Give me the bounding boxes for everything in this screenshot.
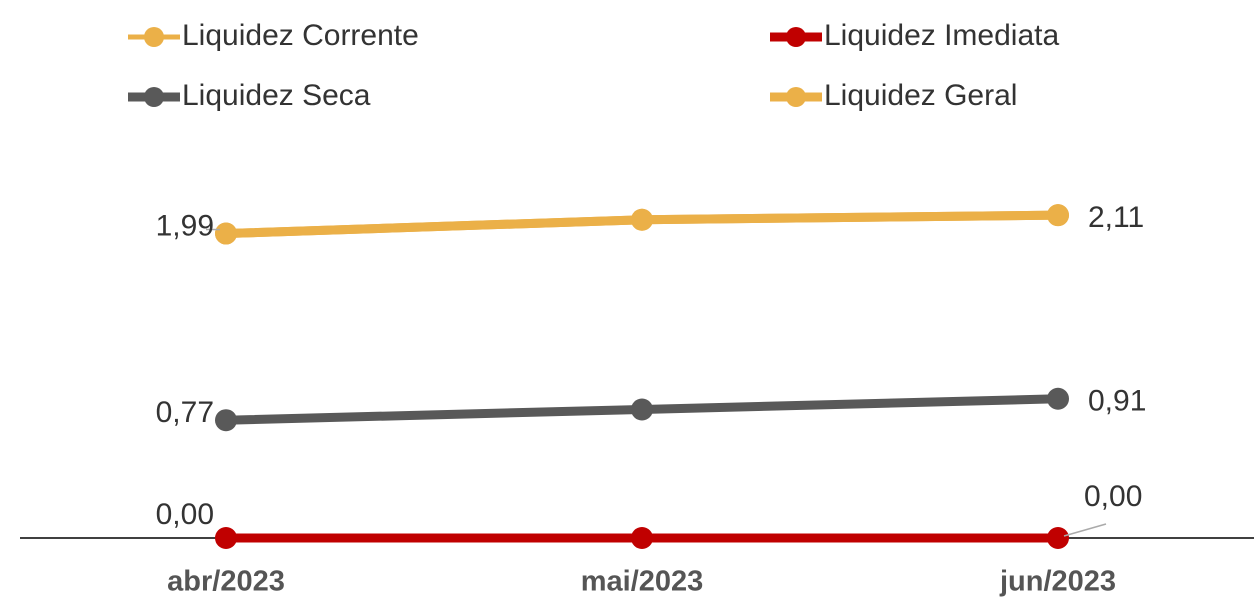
legend-marker (144, 27, 164, 47)
point (1047, 527, 1069, 549)
point (1047, 204, 1069, 227)
point (631, 398, 653, 421)
data-label: 0,00 (156, 498, 214, 531)
point (215, 409, 237, 432)
point (631, 208, 653, 231)
legend-label: Liquidez Seca (182, 79, 371, 112)
point (215, 222, 237, 245)
point (215, 527, 237, 549)
legend-marker (786, 87, 806, 107)
legend-marker (786, 27, 806, 47)
data-label: 0,00 (1084, 480, 1142, 513)
x-tick-label: mai/2023 (581, 566, 704, 598)
data-label: 0,77 (156, 396, 214, 429)
point (1047, 387, 1069, 410)
data-label: 1,99 (156, 209, 214, 242)
legend-label: Liquidez Corrente (182, 19, 419, 52)
point (631, 527, 653, 549)
leader-line (1063, 523, 1107, 537)
x-tick-label: jun/2023 (999, 566, 1116, 598)
data-label: 2,11 (1088, 201, 1144, 234)
legend-label: Liquidez Geral (824, 79, 1017, 112)
x-tick-label: abr/2023 (167, 566, 285, 598)
legend-label: Liquidez Imediata (824, 19, 1059, 52)
legend-marker (144, 87, 164, 107)
data-label: 0,91 (1088, 385, 1146, 418)
